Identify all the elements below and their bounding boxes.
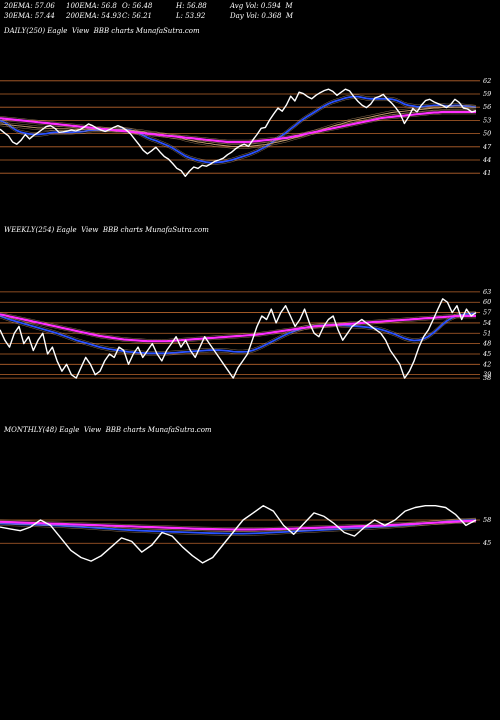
daily-series-ema200 xyxy=(0,110,476,144)
weekly-series-ema_a-band xyxy=(0,311,477,352)
daily-ytick-label: 50 xyxy=(483,130,491,138)
daily-ytick-label: 56 xyxy=(483,103,491,111)
daily-series-ema20-band xyxy=(0,98,477,165)
daily-ytick-label: 47 xyxy=(482,143,492,151)
weekly-ytick-label: 39 xyxy=(483,371,491,379)
header-low: L: 53.92 xyxy=(176,12,206,20)
weekly-series-price xyxy=(0,298,477,379)
header-high: H: 56.88 xyxy=(176,2,207,10)
monthly-ytick-label: 58 xyxy=(483,516,491,524)
daily-series-ema200-band xyxy=(0,113,476,145)
weekly-ytick-label: 63 xyxy=(483,288,491,296)
header-avgvol: Avg Vol: 0.594 M xyxy=(230,2,293,10)
header-dayvol: Day Vol: 0.368 M xyxy=(230,12,294,20)
header-ema200: 200EMA: 54.93 xyxy=(66,12,122,20)
weekly-ytick-label: 48 xyxy=(482,340,491,348)
header-ema100: 100EMA: 56.8 xyxy=(66,2,117,10)
daily-chart-title: DAILY(250) Eagle View BBB charts MunafaS… xyxy=(4,27,200,35)
weekly-ytick-label: 45 xyxy=(482,350,491,358)
daily-series-ema20 xyxy=(0,95,477,164)
header-close: C: 56.21 xyxy=(122,12,152,20)
weekly-series-ema_b-band xyxy=(0,312,476,340)
header-open: O: 56.48 xyxy=(122,2,153,10)
weekly-ytick-label: 60 xyxy=(483,298,491,306)
daily-ytick-label: 59 xyxy=(483,90,491,98)
daily-series-price xyxy=(0,88,477,178)
header-ema30: 30EMA: 57.44 xyxy=(4,12,55,20)
monthly-series-price xyxy=(0,505,477,564)
weekly-ytick-label: 51 xyxy=(483,329,491,337)
monthly-series-ema_a-band xyxy=(0,521,477,536)
daily-ytick-label: 44 xyxy=(482,156,491,164)
weekly-ytick-label: 54 xyxy=(483,319,491,327)
weekly-chart-title: WEEKLY(254) Eagle View BBB charts Munafa… xyxy=(4,226,209,234)
weekly-ytick-label: 42 xyxy=(482,360,491,368)
weekly-series-ema_a-band xyxy=(0,314,477,356)
daily-ytick-label: 53 xyxy=(483,116,491,124)
monthly-chart-title: MONTHLY(48) Eagle View BBB charts Munafa… xyxy=(4,426,212,434)
daily-series-ema100-band xyxy=(0,108,476,149)
daily-ytick-label: 62 xyxy=(483,77,491,85)
weekly-ytick-label: 38 xyxy=(483,374,491,382)
weekly-series-ema_a xyxy=(0,312,477,355)
monthly-series-ema_b-band xyxy=(0,522,477,532)
daily-ytick-label: 41 xyxy=(482,169,491,177)
header-ema20: 20EMA: 57.06 xyxy=(4,2,55,10)
weekly-series-ema_b xyxy=(0,313,476,343)
monthly-series-ema_b xyxy=(0,519,477,531)
weekly-ytick-label: 57 xyxy=(483,309,492,317)
monthly-series-ema_b-band xyxy=(0,518,477,528)
monthly-ytick-label: 45 xyxy=(482,539,491,547)
weekly-series-ema_b-band xyxy=(0,315,476,344)
daily-series-ema200-band xyxy=(0,109,476,141)
